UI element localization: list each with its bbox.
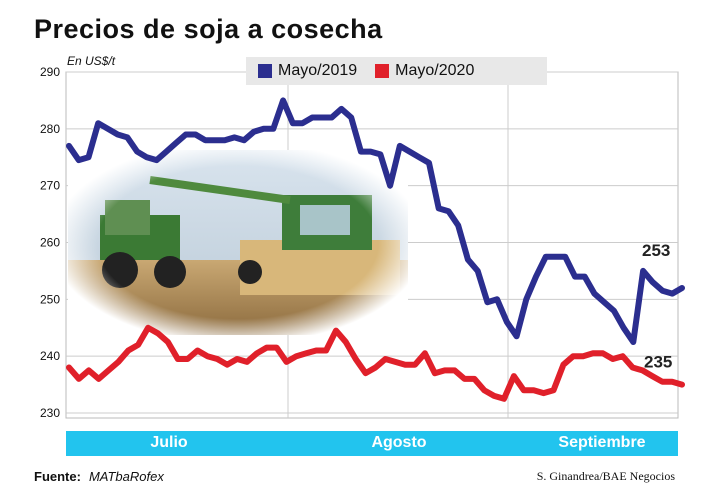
series-line-mayo-2019: [66, 97, 685, 345]
legend-item-mayo-2019: Mayo/2019: [258, 62, 357, 80]
month-label-julio: Julio: [150, 434, 188, 451]
y-tick-label: 250: [40, 292, 60, 306]
legend-swatch-red: [375, 64, 390, 78]
legend-swatch-blue: [258, 64, 272, 78]
month-band: Julio Agosto Septiembre: [66, 431, 678, 456]
source-note: Fuente: MATbaRofex: [34, 469, 164, 484]
chart-title: Precios de soja a cosecha: [34, 14, 383, 44]
month-label-septiembre: Septiembre: [558, 434, 646, 451]
y-tick-label: 260: [40, 236, 60, 250]
legend: Mayo/2019 Mayo/2020: [246, 57, 547, 85]
harvester-photo: [68, 150, 408, 335]
y-axis-unit: En US$/t: [67, 54, 116, 68]
source-name: MATbaRofex: [88, 469, 164, 484]
y-tick-label: 290: [40, 65, 60, 79]
series-line-mayo-2020: [66, 324, 685, 402]
y-tick-label: 230: [40, 406, 60, 420]
legend-item-mayo-2020: Mayo/2020: [375, 62, 474, 80]
legend-label: Mayo/2019: [278, 62, 358, 79]
month-label-agosto: Agosto: [371, 434, 427, 451]
credit-note: S. Ginandrea/BAE Negocios: [536, 469, 675, 483]
y-tick-label: 280: [40, 122, 60, 136]
end-value-label: 253: [642, 241, 670, 260]
y-tick-label: 270: [40, 179, 60, 193]
source-label: Fuente:: [34, 469, 81, 484]
legend-label: Mayo/2020: [395, 62, 475, 79]
y-tick-label: 240: [40, 349, 60, 363]
end-value-label: 235: [644, 353, 672, 372]
